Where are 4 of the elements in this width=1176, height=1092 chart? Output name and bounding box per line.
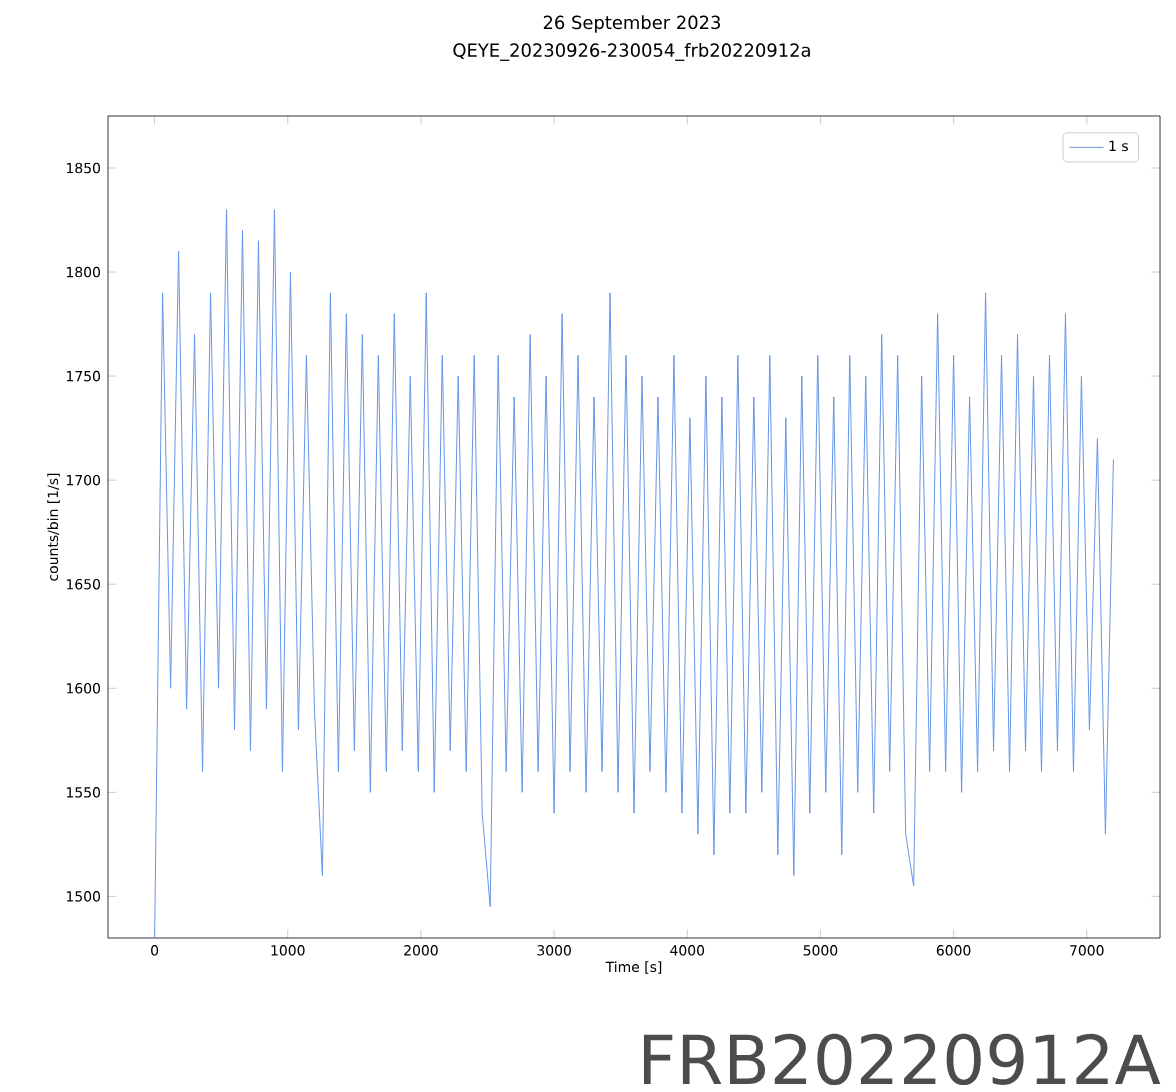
chart-title: 26 September 2023 [543,15,721,33]
line-series [154,209,1114,938]
chart-subtitle: QEYE_20230926-230054_frb20220912a [453,43,810,61]
text: FRB20220912A [643,1033,1161,1085]
